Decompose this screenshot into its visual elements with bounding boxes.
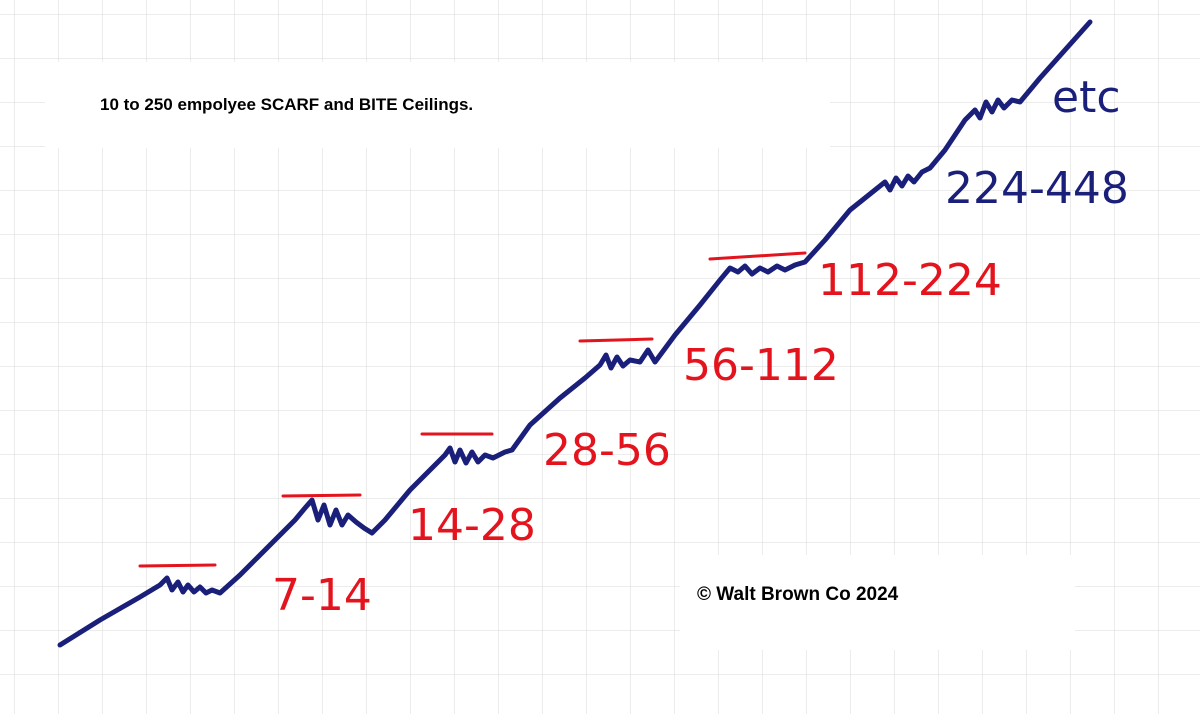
copyright: © Walt Brown Co 2024 <box>697 584 899 605</box>
title-box <box>45 62 830 148</box>
ceilings <box>138 251 807 568</box>
ceiling-line <box>281 493 362 498</box>
range-label: 28-56 <box>543 425 671 476</box>
ceiling-line <box>708 251 807 261</box>
range-label: 112-224 <box>818 255 1002 306</box>
etc-label: etc <box>1052 72 1121 123</box>
range-label: 224-448 <box>945 163 1129 214</box>
range-label: 7-14 <box>272 570 372 621</box>
ceiling-line <box>578 337 654 343</box>
range-label: 14-28 <box>408 500 536 551</box>
range-label: 56-112 <box>683 340 839 391</box>
title: 10 to 250 empolyee SCARF and BITE Ceilin… <box>100 95 473 114</box>
copyright-box <box>680 555 1075 650</box>
growth-line <box>57 19 1093 648</box>
ceiling-line <box>138 563 217 568</box>
